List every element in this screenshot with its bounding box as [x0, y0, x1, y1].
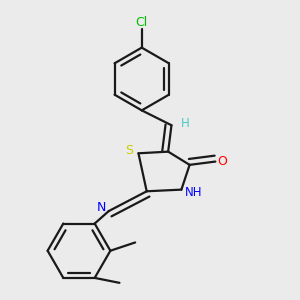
Text: O: O [218, 155, 228, 168]
Text: H: H [181, 117, 190, 130]
Text: Cl: Cl [136, 16, 148, 29]
Text: S: S [125, 143, 133, 157]
Text: NH: NH [185, 186, 203, 199]
Text: N: N [97, 201, 106, 214]
